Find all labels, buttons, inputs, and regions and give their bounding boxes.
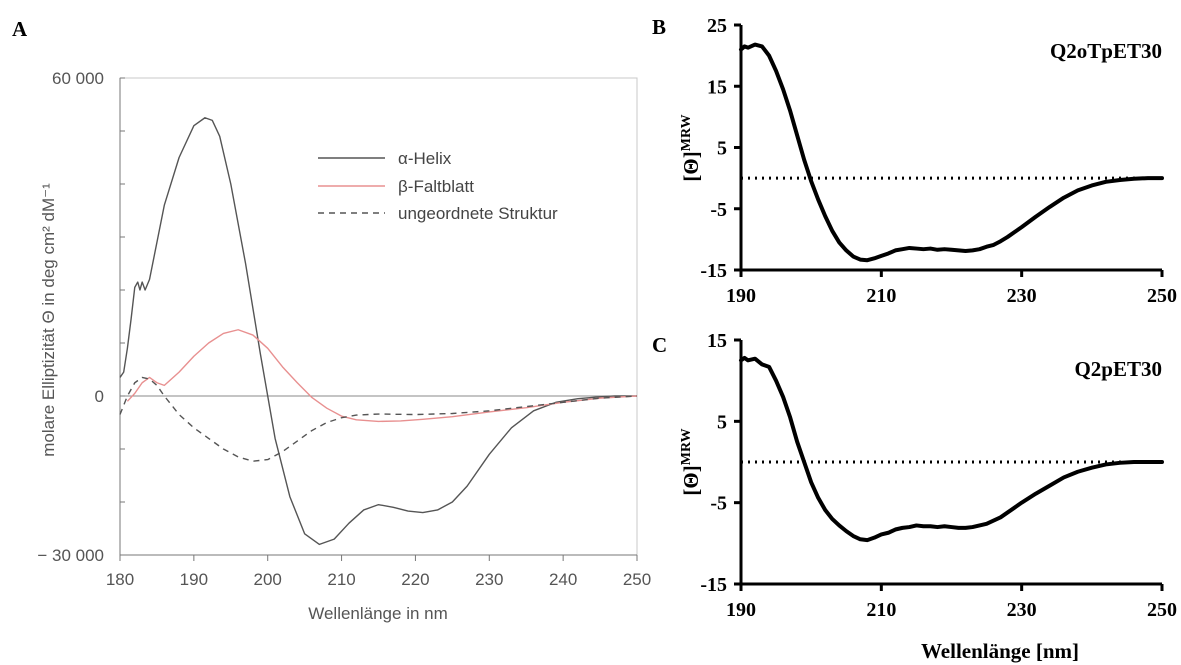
panel-c-y-ticks: 15 5 -5 -15 <box>700 330 741 596</box>
panel-a-x-tick-label: 240 <box>549 570 577 589</box>
panel-b-y-tick-label: 15 <box>707 76 727 98</box>
panel-label-a: A <box>12 17 28 41</box>
panel-b-x-tick-label: 190 <box>726 285 756 307</box>
legend: α-Helix β-Faltblatt ungeordnete Struktur <box>318 149 558 223</box>
panel-b-y-tick-label: -15 <box>700 260 727 282</box>
panel-label-b: B <box>652 15 666 39</box>
panel-c-x-tick-label: 250 <box>1147 599 1177 621</box>
series-line-ungeordnete-struktur <box>119 376 638 462</box>
panel-b-x-tick-label: 210 <box>866 285 896 307</box>
panel-c-y-tick-label: 5 <box>717 411 727 433</box>
panel-a-x-tick-label: 200 <box>254 570 282 589</box>
panel-b-cd-curve <box>739 42 1164 263</box>
panel-b-y-label-main: [Θ] <box>679 151 703 181</box>
legend-label-beta-faltblatt: β-Faltblatt <box>398 177 474 196</box>
panel-a-y-tick-label: − 30 000 <box>37 546 104 565</box>
panel-a-y-ticks: 60 000 0 − 30 000 <box>37 69 125 565</box>
panel-a-series <box>119 117 638 546</box>
legend-label-alpha-helix: α-Helix <box>398 149 452 168</box>
panel-b-y-tick-label: 5 <box>717 138 727 160</box>
panel-label-c: C <box>652 333 667 357</box>
panel-b-y-tick-label: -5 <box>710 199 727 221</box>
panel-a-y-axis-label: molare Elliptizität Θ in deg cm² dM⁻¹ <box>39 183 58 457</box>
panel-c-y-label-main: [Θ] <box>679 465 703 495</box>
series-line-helix <box>119 117 637 546</box>
panel-a-x-tick-label: 210 <box>327 570 355 589</box>
panel-a-y-tick-label: 60 000 <box>52 69 104 88</box>
panel-c-y-label-sup: MRW <box>679 428 694 465</box>
panel-a-frame <box>119 77 638 556</box>
panel-c-x-axis-label: Wellenlänge [nm] <box>921 639 1079 663</box>
panel-c-y-tick-label: 15 <box>707 330 727 352</box>
panel-c-y-tick-label: -5 <box>710 493 727 515</box>
chart-panel-b: 25 15 5 -5 -15 190 210 230 250 Q2oTpET30 [Θ]MRW <box>679 15 1177 307</box>
panel-c-x-ticks: 190 210 230 250 <box>726 584 1177 621</box>
panel-a-x-tick-label: 230 <box>475 570 503 589</box>
panel-a-x-axis-label: Wellenlänge in nm <box>308 604 448 623</box>
panel-b-y-tick-label: 25 <box>707 15 727 37</box>
panel-c-cd-curve <box>739 355 1164 543</box>
series-line-faltblatt <box>126 329 638 423</box>
chart-panel-c: 15 5 -5 -15 190 210 230 250 Q2pET30 [Θ]MRW Wel… <box>679 330 1177 663</box>
panel-a-x-tick-label: 180 <box>106 570 134 589</box>
panel-b-x-tick-label: 250 <box>1147 285 1177 307</box>
panel-b-y-ticks: 25 15 5 -5 -15 <box>700 15 741 282</box>
panel-c-y-axis-label: [Θ]MRW <box>679 428 703 495</box>
panel-b-x-ticks: 190 210 230 250 <box>726 270 1177 307</box>
panel-b-y-axis-label: [Θ]MRW <box>679 114 703 181</box>
panel-c-y-tick-label: -15 <box>700 574 727 596</box>
panel-c-x-tick-label: 190 <box>726 599 756 621</box>
panel-b-title: Q2oTpET30 <box>1050 39 1162 63</box>
panel-a-x-tick-label: 190 <box>180 570 208 589</box>
panel-c-x-tick-label: 210 <box>866 599 896 621</box>
panel-b-series <box>739 42 1164 263</box>
panel-b-y-label-sup: MRW <box>679 114 694 151</box>
panel-a-x-ticks: 180 190 200 210 220 230 240 250 <box>106 555 651 589</box>
panel-c-x-tick-label: 230 <box>1007 599 1037 621</box>
panel-b-x-tick-label: 230 <box>1007 285 1037 307</box>
panel-c-title: Q2pET30 <box>1074 357 1162 381</box>
panel-c-series <box>739 355 1164 543</box>
legend-label-ungeordnete-struktur: ungeordnete Struktur <box>398 204 558 223</box>
panel-a-x-tick-label: 220 <box>401 570 429 589</box>
panel-a-y-tick-label: 0 <box>95 387 104 406</box>
chart-panel-a: 60 000 0 − 30 000 180 190 200 210 220 230 240 250… <box>37 69 651 623</box>
panel-a-x-tick-label: 250 <box>623 570 651 589</box>
